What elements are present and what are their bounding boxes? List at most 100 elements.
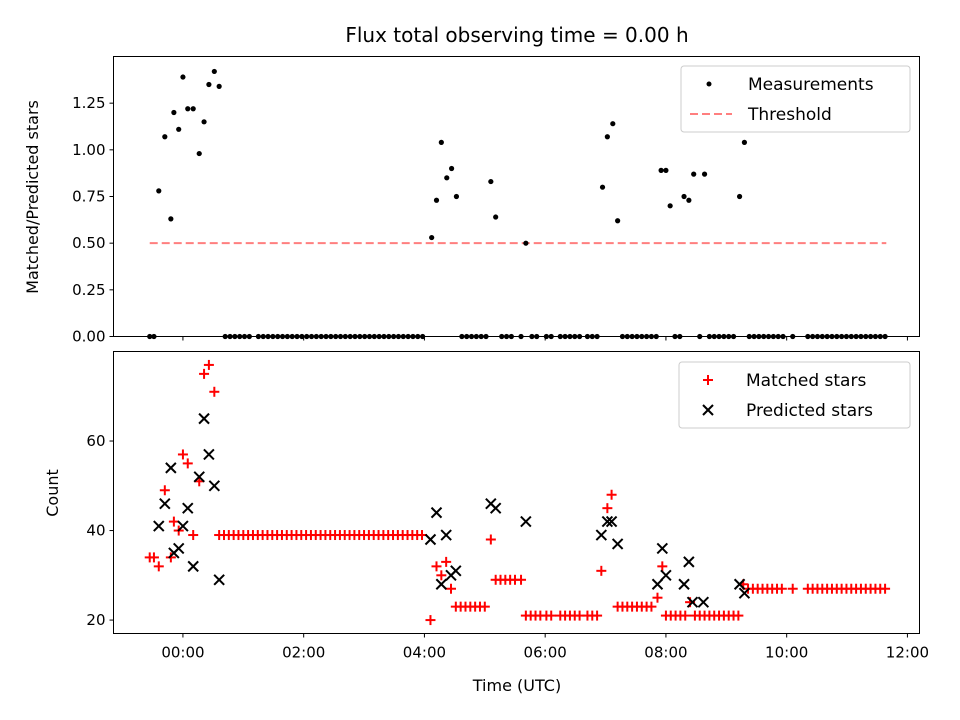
matched-star-point bbox=[606, 489, 617, 500]
predicted-star-point bbox=[182, 502, 194, 514]
predicted-star-point bbox=[678, 578, 690, 590]
measurement-point bbox=[667, 203, 673, 209]
bottom-legend: Matched stars Predicted stars bbox=[678, 361, 911, 429]
x-tick-label: 12:00 bbox=[886, 644, 929, 662]
matched-star-point bbox=[546, 610, 557, 621]
measurement-point bbox=[429, 234, 435, 241]
bottom-axis-ticks: 20 40 60 00:00 02:00 04:00 06:00 08:00 10:00 12:0… bbox=[86, 432, 929, 661]
predicted-star-point bbox=[187, 560, 199, 573]
matched-star-point bbox=[203, 359, 214, 370]
matched-star-point bbox=[657, 561, 668, 572]
measurement-point bbox=[604, 134, 610, 140]
legend-predicted: Predicted stars bbox=[746, 401, 873, 421]
measurement-point bbox=[216, 83, 222, 89]
predicted-star-point bbox=[738, 587, 751, 599]
matched-star-point bbox=[177, 449, 188, 460]
predicted-star-point bbox=[660, 569, 672, 582]
matched-star-point bbox=[602, 503, 613, 514]
matched-star-point bbox=[148, 552, 159, 563]
legend-matched: Matched stars bbox=[746, 371, 866, 391]
measurement-point bbox=[196, 150, 202, 157]
predicted-star-point bbox=[440, 529, 452, 541]
predicted-star-point bbox=[651, 578, 664, 590]
matched-star-point bbox=[436, 570, 447, 581]
matched-star-point bbox=[168, 516, 179, 527]
matched-star-point bbox=[445, 583, 456, 594]
x-tick-label: 00:00 bbox=[161, 644, 204, 662]
top-y-axis-label: Matched/Predicted stars bbox=[23, 100, 42, 294]
x-tick-label: 10:00 bbox=[765, 644, 808, 662]
matched-star-point bbox=[479, 601, 490, 612]
measurement-point bbox=[433, 197, 440, 203]
matched-star-point bbox=[880, 583, 891, 594]
top-panel: Flux total observing time = 0.00 h Match… bbox=[23, 23, 920, 346]
top-y-tick-label: 0.50 bbox=[72, 234, 105, 252]
matched-star-point bbox=[188, 530, 199, 541]
matched-star-point bbox=[165, 552, 176, 563]
matched-star-point bbox=[182, 458, 193, 469]
measurement-point bbox=[162, 134, 168, 140]
measurement-point bbox=[206, 81, 212, 88]
predicted-star-point bbox=[601, 515, 614, 528]
top-y-tick-label: 0.25 bbox=[72, 281, 105, 299]
bottom-legend-box bbox=[678, 361, 911, 429]
measurement-point bbox=[201, 119, 207, 125]
measurement-point bbox=[741, 139, 748, 145]
measurement-point bbox=[663, 167, 669, 173]
matched-star-point bbox=[485, 534, 496, 545]
x-tick-label: 04:00 bbox=[403, 644, 446, 662]
predicted-star-point bbox=[193, 471, 205, 483]
predicted-star-point bbox=[153, 520, 165, 532]
matched-star-point bbox=[680, 610, 691, 621]
matched-star-point bbox=[199, 368, 210, 379]
predicted-star-point bbox=[165, 462, 177, 474]
measurement-point bbox=[599, 184, 606, 190]
measurement-point bbox=[438, 139, 444, 145]
measurement-point bbox=[176, 126, 182, 132]
measurement-point bbox=[185, 106, 191, 112]
predicted-star-point bbox=[489, 502, 502, 514]
matched-legend-marker bbox=[703, 375, 713, 385]
matched-star-point bbox=[733, 610, 744, 621]
matched-star-point bbox=[425, 615, 436, 626]
measurement-point bbox=[211, 68, 217, 75]
matched-star-point bbox=[787, 583, 798, 594]
bottom-y-tick-label: 40 bbox=[86, 522, 105, 540]
measurement-point bbox=[701, 171, 708, 177]
top-y-tick-label: 1.25 bbox=[72, 94, 105, 112]
x-tick-label: 08:00 bbox=[644, 644, 687, 662]
x-tick-label: 06:00 bbox=[524, 644, 567, 662]
measurements-legend-marker bbox=[706, 81, 712, 87]
measurement-point bbox=[488, 178, 494, 185]
measurement-point bbox=[686, 197, 692, 203]
top-legend-box bbox=[680, 65, 911, 133]
predicted-star-point bbox=[683, 556, 695, 568]
x-axis-label: Time (UTC) bbox=[472, 676, 561, 695]
measurement-point bbox=[736, 193, 743, 200]
top-axis-ticks: 0.00 0.25 0.50 0.75 1.00 1.25 bbox=[72, 94, 908, 346]
matched-star-point bbox=[209, 386, 220, 397]
predicted-star-point bbox=[605, 515, 618, 528]
top-legend: Measurements Threshold bbox=[680, 65, 911, 133]
matched-star-point bbox=[592, 610, 603, 621]
predicted-star-point bbox=[697, 596, 710, 608]
measurement-point bbox=[453, 193, 460, 200]
measurement-point bbox=[448, 165, 455, 172]
predicted-star-point bbox=[208, 480, 221, 492]
bottom-y-axis-label: Count bbox=[43, 469, 62, 517]
legend-threshold: Threshold bbox=[747, 105, 832, 125]
predicted-star-point bbox=[430, 506, 443, 519]
predicted-star-point bbox=[595, 529, 608, 541]
measurement-point bbox=[681, 193, 687, 200]
predicted-star-point bbox=[172, 542, 185, 555]
matched-star-point bbox=[159, 485, 170, 496]
predicted-star-point bbox=[520, 515, 532, 528]
predicted-star-point bbox=[198, 412, 210, 425]
legend-measurements: Measurements bbox=[748, 75, 874, 95]
predicted-star-point bbox=[435, 578, 448, 590]
bottom-series bbox=[144, 359, 891, 626]
measurement-point bbox=[610, 121, 616, 127]
predicted-star-point bbox=[213, 574, 225, 586]
predicted-star-point bbox=[656, 542, 669, 555]
